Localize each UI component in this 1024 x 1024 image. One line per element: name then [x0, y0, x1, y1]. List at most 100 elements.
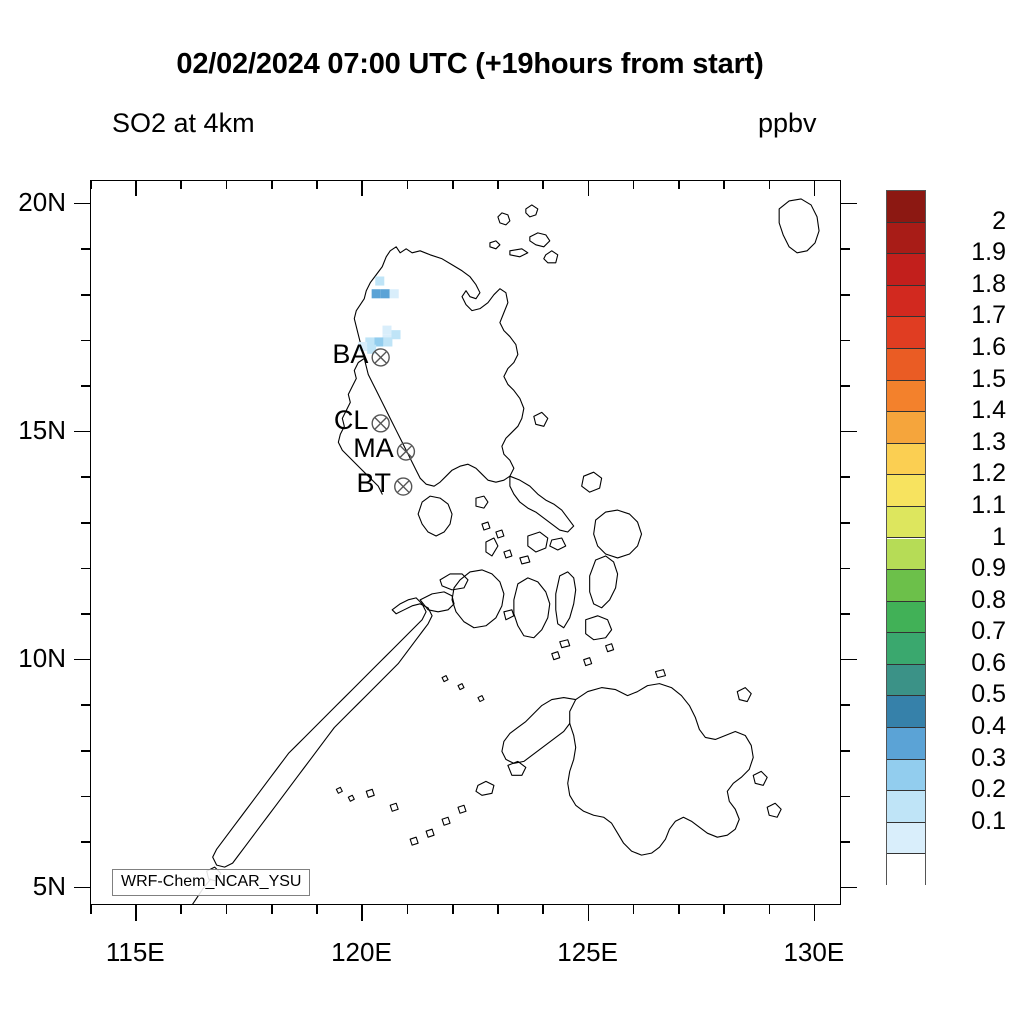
y-axis-tick-label: 5N [32, 870, 66, 901]
colorbar-band [887, 285, 925, 318]
axis-tick [81, 476, 90, 478]
axis-tick [587, 180, 590, 196]
colorbar-tick-label: 1.8 [971, 269, 1006, 298]
colorbar-band [887, 822, 925, 855]
axis-tick [768, 180, 771, 189]
colorbar-band [887, 633, 925, 665]
colorbar[interactable] [886, 190, 926, 886]
colorbar-tick-label: 1.5 [971, 364, 1006, 393]
colorbar-band [887, 570, 925, 602]
so2-concentration-layer [358, 276, 401, 354]
axis-tick [678, 180, 680, 189]
axis-tick [81, 841, 90, 843]
axis-tick [361, 905, 364, 921]
colorbar-tick-label: 1 [992, 522, 1006, 551]
axis-tick [225, 905, 228, 914]
so2-grid-cell [371, 289, 381, 299]
so2-grid-cell [365, 337, 375, 347]
model-credit-label: WRF-Chem_NCAR_YSU [112, 869, 311, 896]
colorbar-band [887, 854, 925, 886]
axis-tick [841, 886, 857, 889]
so2-grid-cell [374, 337, 384, 347]
axis-tick [81, 248, 90, 250]
station-label-ma: MA [353, 433, 394, 464]
axis-tick [841, 841, 850, 843]
axis-tick [841, 385, 850, 387]
colorbar-tick-label: 1.2 [971, 459, 1006, 488]
colorbar-band [887, 728, 925, 760]
axis-tick [841, 521, 850, 524]
colorbar-tick-label: 2 [992, 206, 1006, 235]
colorbar-tick-label: 1.1 [971, 490, 1006, 519]
axis-tick [497, 180, 499, 189]
axis-tick [180, 905, 183, 914]
axis-tick [841, 248, 850, 250]
colorbar-tick-label: 0.6 [971, 648, 1006, 677]
x-axis-tick-label: 125E [557, 937, 618, 967]
axis-tick [135, 180, 137, 196]
axis-tick [841, 704, 850, 706]
colorbar-band [887, 506, 925, 539]
station-marker-bt[interactable] [394, 477, 413, 496]
axis-tick [316, 180, 318, 189]
axis-tick [632, 905, 635, 914]
axis-tick [90, 905, 92, 914]
so2-grid-cell [380, 289, 390, 299]
colorbar-tick-label: 0.1 [971, 806, 1006, 835]
axis-tick [406, 905, 409, 914]
so2-grid-cell [391, 330, 401, 340]
axis-tick [180, 180, 183, 189]
colorbar-band [887, 254, 925, 286]
colorbar-band [887, 791, 925, 823]
axis-tick [841, 430, 857, 433]
axis-tick [270, 180, 273, 189]
coastline-layer [192, 198, 820, 904]
axis-tick [81, 293, 90, 296]
axis-tick [841, 795, 850, 798]
x-axis-tick-label: 115E [105, 937, 165, 967]
colorbar-tick-label: 0.7 [971, 617, 1006, 646]
colorbar-band [887, 412, 925, 444]
colorbar-band [887, 759, 925, 792]
axis-tick [841, 339, 850, 342]
axis-tick [81, 749, 90, 752]
axis-tick [451, 180, 454, 189]
station-label-cl: CL [333, 405, 369, 436]
axis-tick [81, 613, 90, 615]
station-marker-ba[interactable] [371, 348, 390, 367]
axis-tick [90, 180, 92, 189]
axis-tick [813, 180, 816, 196]
so2-grid-cell [383, 337, 393, 347]
axis-tick [135, 905, 137, 921]
axis-tick [678, 905, 680, 914]
x-axis-tick-label: 130E [783, 937, 845, 967]
colorbar-band [887, 601, 925, 634]
map-plot-area [90, 180, 841, 905]
field-label: SO2 at 4km [112, 108, 255, 138]
units-label: ppbv [758, 108, 817, 138]
so2-grid-cell [358, 341, 368, 352]
axis-tick [225, 180, 228, 189]
colorbar-band [887, 380, 925, 413]
colorbar-tick-label: 0.8 [971, 585, 1006, 614]
axis-tick [74, 430, 90, 433]
station-marker-ma[interactable] [396, 442, 416, 461]
axis-tick [74, 886, 90, 889]
page-title: 02/02/2024 07:00 UTC (+19hours from star… [176, 48, 764, 80]
colorbar-band [887, 443, 925, 476]
station-marker-layer [371, 348, 416, 496]
station-label-bt: BT [356, 468, 392, 499]
station-marker-cl[interactable] [371, 414, 390, 433]
axis-tick [270, 905, 273, 914]
axis-tick [81, 704, 90, 706]
axis-tick [841, 658, 857, 661]
axis-tick [632, 180, 635, 189]
axis-tick [81, 385, 90, 387]
axis-tick [74, 202, 90, 205]
axis-tick [841, 613, 850, 615]
colorbar-tick-label: 0.2 [971, 775, 1006, 804]
colorbar-tick-label: 0.9 [971, 554, 1006, 583]
axis-tick [81, 521, 90, 524]
colorbar-tick-label: 1.9 [971, 238, 1006, 267]
